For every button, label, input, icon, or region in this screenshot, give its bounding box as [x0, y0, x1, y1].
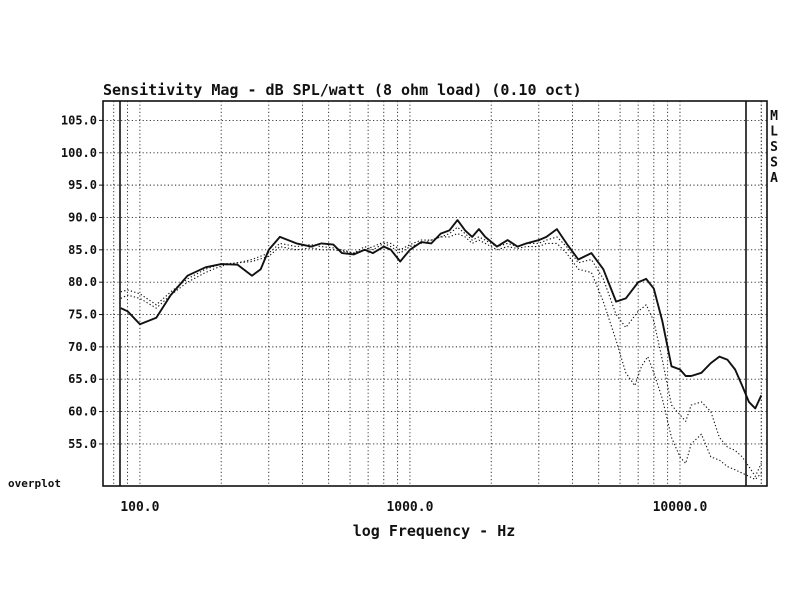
plot-border [102, 100, 768, 487]
x-tick-label: 100.0 [120, 500, 159, 515]
side-letter: S [770, 140, 778, 155]
y-tick-label: 105.0 [61, 113, 97, 127]
x-tick-label: 10000.0 [653, 500, 708, 515]
side-letter: M [770, 109, 778, 124]
series-line-3 [120, 233, 762, 481]
series-line-2 [120, 226, 762, 477]
y-tick-label: 70.0 [68, 340, 97, 354]
plot-area [102, 100, 768, 487]
y-tick-labels: 105.0 100.0 95.0 90.0 85.0 80.0 75.0 70.0 65.0 60… [61, 113, 103, 451]
y-tick-label: 90.0 [68, 210, 97, 224]
y-tick-label: 60.0 [68, 405, 97, 419]
y-tick-label: 95.0 [68, 178, 97, 192]
overplot-label: overplot [8, 477, 61, 490]
y-tick-label: 65.0 [68, 372, 97, 386]
x-tick-labels: 100.0 1000.0 10000.0 [120, 500, 707, 515]
chart-title: Sensitivity Mag - dB SPL/watt (8 ohm loa… [103, 81, 582, 99]
y-tick-label: 55.0 [68, 437, 97, 451]
grid-lines [103, 101, 767, 486]
x-axis-label: log Frequency - Hz [353, 522, 516, 540]
y-tick-label: 100.0 [61, 146, 97, 160]
series-line-1 [120, 219, 763, 410]
y-tick-label: 80.0 [68, 275, 97, 289]
y-tick-label: 75.0 [68, 308, 97, 322]
series-group [120, 219, 763, 481]
x-tick-label: 1000.0 [386, 500, 433, 515]
side-letter: L [770, 125, 778, 140]
side-letter: S [770, 156, 778, 171]
side-letter: A [770, 171, 778, 186]
y-tick-label: 85.0 [68, 243, 97, 257]
